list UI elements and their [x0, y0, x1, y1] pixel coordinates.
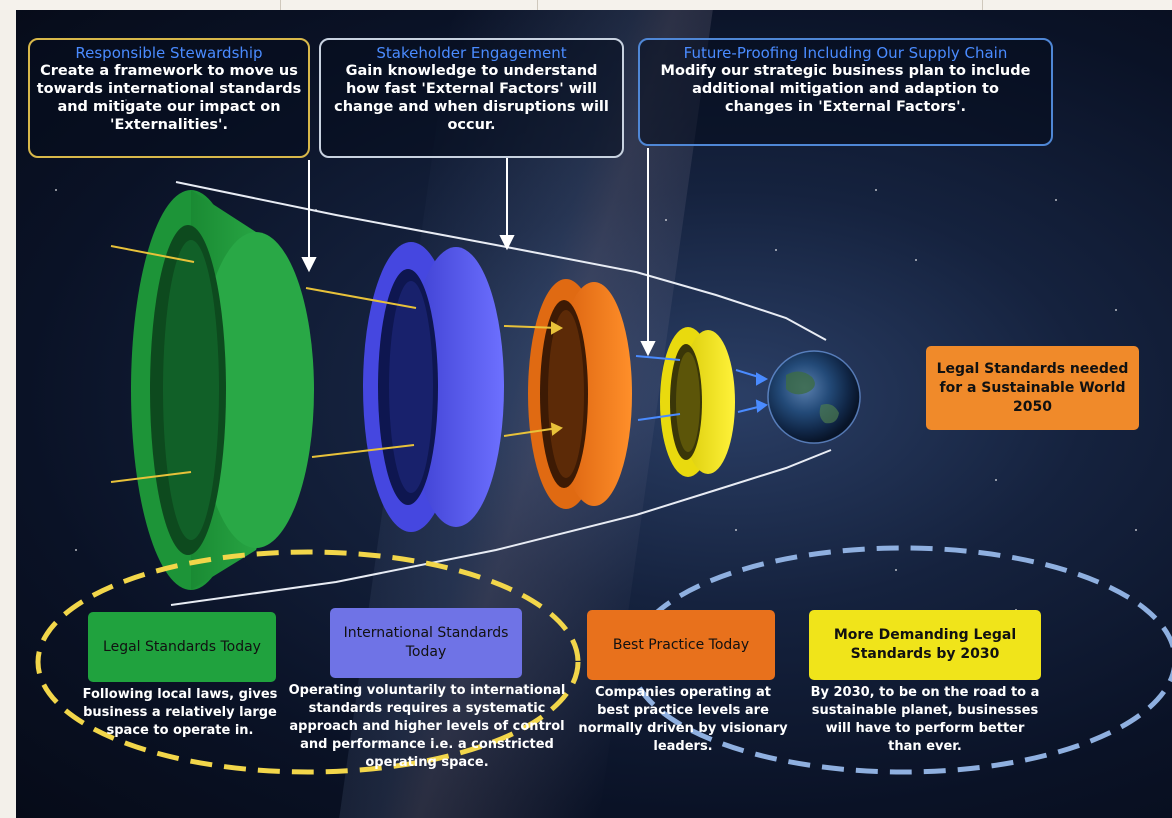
stage-description: By 2030, to be on the road to a sustaina… [810, 685, 1040, 754]
stage-international-today: International Standards Today [330, 608, 522, 678]
stage-legal-2030: More Demanding Legal Standards by 2030 [809, 610, 1041, 680]
ring-yellow [660, 327, 735, 477]
callout-responsible-stewardship: Responsible Stewardship Create a framewo… [28, 38, 310, 158]
stage-description: Operating voluntarily to international s… [288, 683, 566, 770]
callout-body: Gain knowledge to understand how fast 'E… [334, 63, 609, 133]
ring-orange [528, 279, 632, 509]
diagram-panel: Responsible Stewardship Create a framewo… [16, 10, 1172, 818]
callout-stakeholder-engagement: Stakeholder Engagement Gain knowledge to… [319, 38, 624, 158]
callout-body: Modify our strategic business plan to in… [660, 63, 1031, 115]
funnel-scene [35, 99, 1172, 775]
callout-title: Responsible Stewardship [75, 44, 263, 62]
stage-legal-today: Legal Standards Today [88, 612, 276, 682]
stage-best-practice: Best Practice Today [587, 610, 775, 680]
callout-connectors [301, 148, 656, 357]
tunnel-outline-top [175, 181, 827, 341]
top-strip [0, 0, 1172, 10]
ring-blue [363, 242, 504, 532]
goal-box: Legal Standards needed for a Sustainable… [926, 346, 1139, 430]
tunnel-outline-bottom [170, 449, 832, 606]
dashed-ellipse-yellow [35, 549, 581, 775]
strip-divider [537, 0, 538, 10]
callout-title: Future-Proofing Including Our Supply Cha… [683, 44, 1008, 62]
callout-title: Stakeholder Engagement [376, 44, 567, 62]
callout-future-proofing: Future-Proofing Including Our Supply Cha… [638, 38, 1053, 146]
strip-divider [280, 0, 281, 10]
progress-arrows [110, 245, 769, 483]
ring-green [131, 190, 314, 590]
stage-description: Companies operating at best practice lev… [578, 685, 788, 754]
earth-icon [767, 350, 861, 444]
callout-body: Create a framework to move us towards in… [36, 63, 302, 133]
strip-divider [982, 0, 983, 10]
stage-description: Following local laws, gives business a r… [82, 687, 278, 738]
